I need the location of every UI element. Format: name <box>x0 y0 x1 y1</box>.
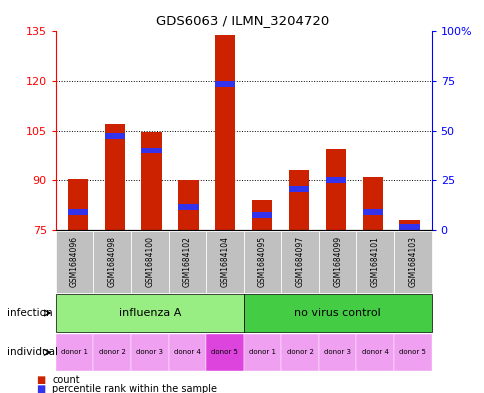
Bar <box>325 177 345 183</box>
Text: donor 4: donor 4 <box>361 349 388 355</box>
Text: GSM1684103: GSM1684103 <box>408 236 417 287</box>
Bar <box>252 200 272 230</box>
Bar <box>178 180 198 230</box>
Text: ■: ■ <box>36 375 45 385</box>
Bar <box>178 204 198 210</box>
Text: donor 3: donor 3 <box>323 349 350 355</box>
Text: no virus control: no virus control <box>294 308 380 318</box>
Bar <box>141 132 161 230</box>
Bar <box>399 220 419 230</box>
Bar <box>362 177 382 230</box>
Bar <box>252 212 272 218</box>
Bar <box>288 185 308 191</box>
Text: count: count <box>52 375 80 385</box>
Text: GSM1684102: GSM1684102 <box>182 236 192 287</box>
Bar <box>68 209 88 215</box>
Text: GSM1684096: GSM1684096 <box>70 236 79 287</box>
Text: donor 5: donor 5 <box>399 349 425 355</box>
Text: individual: individual <box>7 347 58 357</box>
Text: GDS6063 / ILMN_3204720: GDS6063 / ILMN_3204720 <box>155 14 329 27</box>
Text: donor 1: donor 1 <box>61 349 88 355</box>
Text: donor 2: donor 2 <box>286 349 313 355</box>
Text: GSM1684099: GSM1684099 <box>333 236 342 287</box>
Bar <box>141 147 161 154</box>
Text: donor 2: donor 2 <box>99 349 125 355</box>
Bar <box>215 81 235 87</box>
Text: donor 1: donor 1 <box>248 349 275 355</box>
Text: GSM1684104: GSM1684104 <box>220 236 229 287</box>
Text: GSM1684097: GSM1684097 <box>295 236 304 287</box>
Text: infection: infection <box>7 308 53 318</box>
Text: donor 5: donor 5 <box>211 349 238 355</box>
Bar <box>105 124 124 230</box>
Text: percentile rank within the sample: percentile rank within the sample <box>52 384 217 393</box>
Bar <box>105 133 124 139</box>
Text: GSM1684098: GSM1684098 <box>107 236 117 287</box>
Text: donor 4: donor 4 <box>174 349 200 355</box>
Bar <box>68 179 88 230</box>
Bar <box>325 149 345 230</box>
Bar <box>399 224 419 230</box>
Bar <box>215 35 235 230</box>
Text: GSM1684101: GSM1684101 <box>370 236 379 287</box>
Bar <box>288 171 308 230</box>
Text: ■: ■ <box>36 384 45 393</box>
Text: donor 3: donor 3 <box>136 349 163 355</box>
Text: GSM1684095: GSM1684095 <box>257 236 267 287</box>
Text: GSM1684100: GSM1684100 <box>145 236 154 287</box>
Bar <box>362 209 382 215</box>
Text: influenza A: influenza A <box>118 308 181 318</box>
